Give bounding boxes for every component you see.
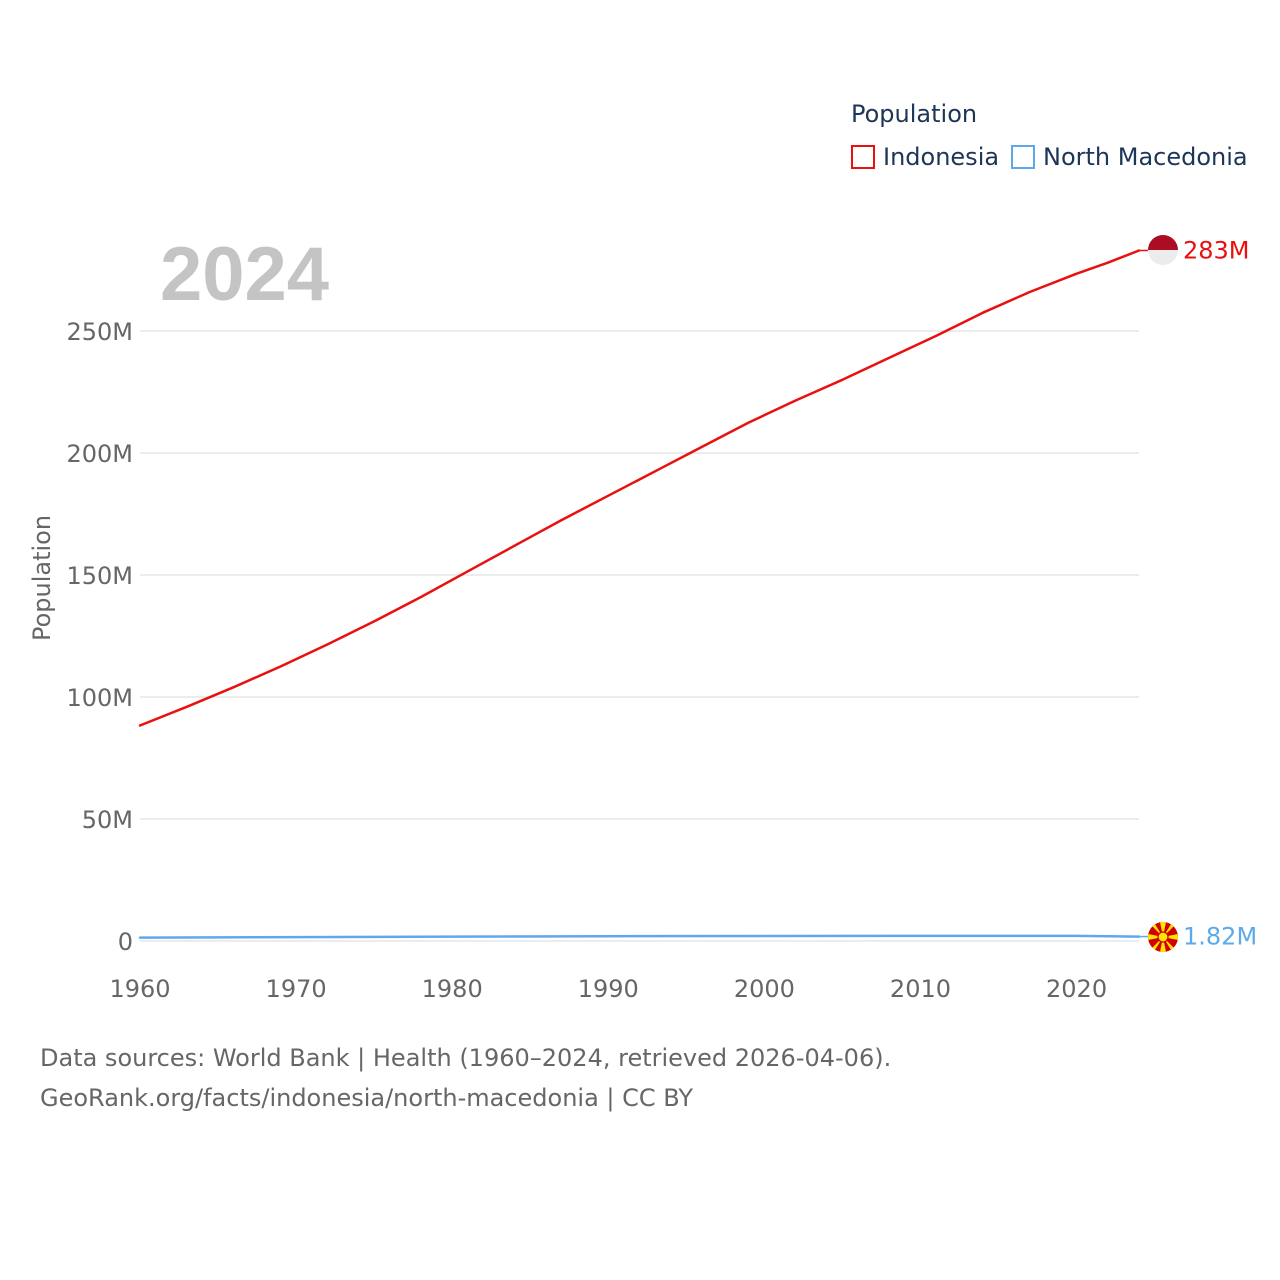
legend-label-indonesia: Indonesia [883,143,1000,171]
y-axis-label: Population [28,515,56,641]
chart-title-year: 2024 [160,232,329,317]
legend-swatch-north-macedonia [1011,145,1035,169]
x-tick-label: 1980 [422,975,483,1003]
indonesia-flag-icon [1148,235,1178,265]
source-line-2[interactable]: GeoRank.org/facts/indonesia/north-macedo… [40,1084,694,1112]
gridlines [140,330,1139,942]
x-tick-label: 2010 [890,975,951,1003]
x-tick-label: 1990 [578,975,639,1003]
source-line-1: Data sources: World Bank | Health (1960–… [40,1044,892,1072]
x-tick-label: 1970 [266,975,327,1003]
x-tick-label: 2000 [734,975,795,1003]
y-tick-label: 50M [82,806,133,834]
y-tick-label: 100M [66,684,133,712]
north-macedonia-flag-icon [1148,922,1178,952]
x-tick-label: 2020 [1046,975,1107,1003]
series-line-indonesia [138,249,1141,727]
end-value-label-north-macedonia: 1.82M [1183,923,1257,951]
legend-swatch-indonesia [851,145,875,169]
legend-item-indonesia[interactable]: Indonesia [851,142,999,172]
y-tick-label: 200M [66,440,133,468]
legend-label-north-macedonia: North Macedonia [1043,143,1248,171]
y-tick-label: 150M [66,562,133,590]
y-tick-label: 250M [66,318,133,346]
y-tick-label: 0 [118,928,133,956]
series-lines [138,249,1141,939]
legend-item-north-macedonia[interactable]: North Macedonia [1011,142,1248,172]
legend-title: Population [851,100,978,128]
series-line-north-macedonia [138,934,1141,939]
end-value-label-indonesia: 283M [1183,236,1250,264]
series-end-markers: 283M 1.82M [1139,235,1257,952]
y-axis-ticks: 0 50M 100M 150M 200M 250M [66,318,133,956]
x-axis-ticks: 1960 1970 1980 1990 2000 2010 2020 [109,975,1107,1003]
x-tick-label: 1960 [109,975,170,1003]
